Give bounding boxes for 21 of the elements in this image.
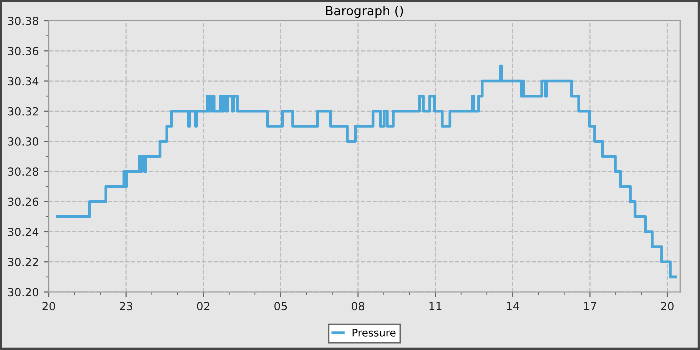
y-tick-label: 30.22 xyxy=(8,258,38,266)
legend-label: Pressure xyxy=(352,329,396,337)
y-tick-label: 30.24 xyxy=(8,228,39,236)
y-tick-label: 30.28 xyxy=(8,168,39,176)
x-tick-label: 14 xyxy=(507,302,520,310)
y-tick-label: 30.20 xyxy=(8,288,39,297)
x-tick-label: 23 xyxy=(120,302,132,311)
y-tick-label: 30.26 xyxy=(8,198,39,206)
x-tick-label: 05 xyxy=(274,302,288,311)
y-tick-label: 30.34 xyxy=(8,77,39,86)
x-tick-label: 08 xyxy=(352,302,365,311)
y-tick-label: 30.32 xyxy=(8,107,38,116)
x-tick-label: 20 xyxy=(661,302,674,311)
x-tick-label: 02 xyxy=(197,302,210,311)
y-tick-label: 30.30 xyxy=(8,138,39,146)
y-tick-label: 30.38 xyxy=(8,16,39,26)
x-tick-label: 20 xyxy=(42,302,56,311)
x-tick-label: 11 xyxy=(430,302,442,310)
y-tick-label: 30.36 xyxy=(8,47,39,56)
chart-title: Barograph () xyxy=(326,6,404,18)
x-tick-label: 17 xyxy=(584,302,596,310)
